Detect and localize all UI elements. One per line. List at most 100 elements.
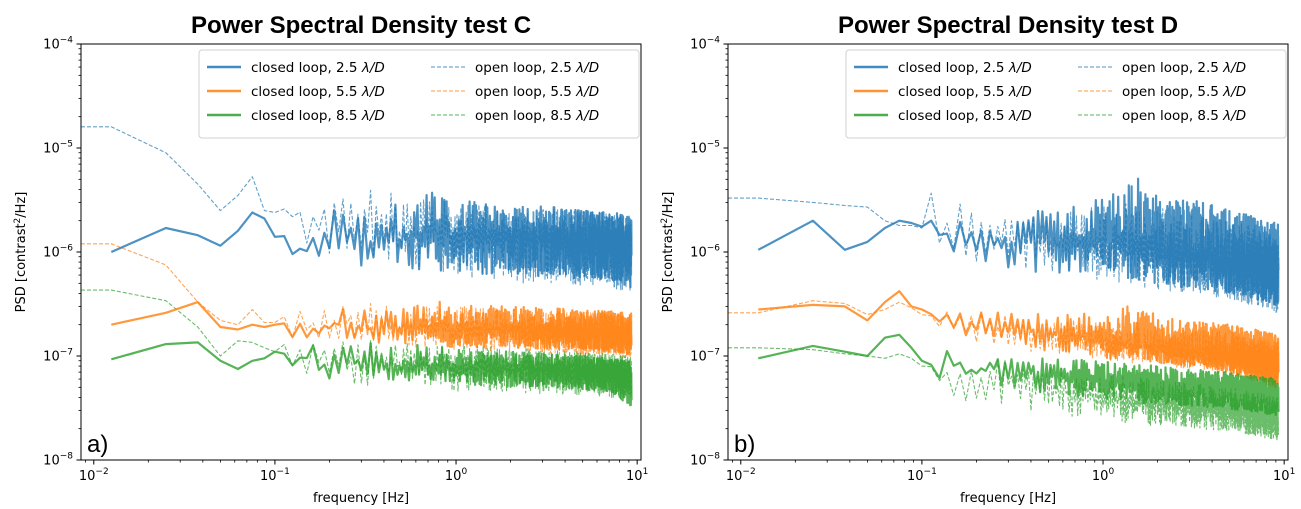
- y-tick-label: 10−6: [43, 244, 73, 261]
- x-tick-label-base: 10: [1092, 469, 1109, 484]
- y-axis-label-prefix: PSD [contrast: [661, 223, 676, 312]
- x-tick-label-exp: 0: [1108, 467, 1114, 477]
- y-axis-label-suffix: /Hz]: [661, 192, 676, 218]
- legend-entry-math: λ/D: [361, 84, 385, 100]
- x-tick-label-base: 10: [260, 469, 277, 484]
- legend-entry-text: open loop, 2.5: [1122, 60, 1223, 76]
- legend-entry-math: λ/D: [1222, 60, 1246, 76]
- legend-entry-label: closed loop, 5.5 λ/D: [251, 84, 385, 100]
- y-tick-label-exp: −5: [60, 140, 73, 150]
- y-tick-label: 10−8: [690, 452, 720, 469]
- y-tick-label-exp: −4: [60, 36, 74, 46]
- legend-entry-math: λ/D: [361, 108, 385, 124]
- y-tick-label: 10−8: [43, 452, 73, 469]
- x-tick-label: 101: [626, 467, 648, 484]
- legend: closed loop, 2.5 λ/Dclosed loop, 5.5 λ/D…: [846, 50, 1286, 138]
- legend-entry-label: closed loop, 2.5 λ/D: [251, 60, 385, 76]
- y-tick-label-exp: −8: [707, 452, 721, 462]
- x-tick-label-base: 10: [445, 469, 462, 484]
- legend-entry-text: closed loop, 5.5: [898, 84, 1009, 100]
- x-tick-label-exp: −2: [742, 467, 755, 477]
- legend-entry-label: open loop, 8.5 λ/D: [1122, 108, 1246, 124]
- y-axis-label: PSD [contrast2/Hz]: [13, 192, 29, 313]
- y-tick-label-base: 10: [690, 142, 707, 157]
- y-tick-label-exp: −7: [707, 348, 720, 358]
- y-tick-label-base: 10: [690, 454, 707, 469]
- legend-entry-math: λ/D: [1222, 108, 1246, 124]
- x-tick-label: 100: [1092, 467, 1115, 484]
- y-tick-label-base: 10: [690, 350, 707, 365]
- x-axis-label: frequency [Hz]: [313, 491, 409, 506]
- x-tick-label-exp: −1: [277, 467, 290, 477]
- y-tick-label-exp: −4: [707, 36, 721, 46]
- x-tick-label: 101: [1273, 467, 1295, 484]
- legend-entry-label: closed loop, 5.5 λ/D: [898, 84, 1032, 100]
- legend-entry-math: λ/D: [575, 108, 599, 124]
- legend-entry-math: λ/D: [1222, 84, 1246, 100]
- legend-entry-math: λ/D: [1008, 60, 1032, 76]
- x-tick-label-exp: 1: [643, 467, 649, 477]
- panel-label: b): [734, 431, 755, 458]
- legend-entry-label: closed loop, 8.5 λ/D: [251, 108, 385, 124]
- legend-entry-text: closed loop, 2.5: [251, 60, 362, 76]
- legend-entry-text: closed loop, 8.5: [251, 108, 362, 124]
- y-tick-label-exp: −7: [60, 348, 73, 358]
- x-tick-label: 10−2: [726, 467, 756, 484]
- x-tick-label: 10−1: [260, 467, 290, 484]
- y-tick-label: 10−6: [690, 244, 720, 261]
- chart-panel-b: Power Spectral Density test D10−2 10−1 100…: [660, 12, 1295, 506]
- legend-entry-math: λ/D: [575, 84, 599, 100]
- y-axis-label: PSD [contrast2/Hz]: [660, 192, 676, 313]
- legend-entry-label: open loop, 2.5 λ/D: [1122, 60, 1246, 76]
- y-tick-label-exp: −6: [707, 244, 721, 254]
- x-tick-label-base: 10: [726, 469, 743, 484]
- y-tick-label-base: 10: [43, 246, 60, 261]
- x-tick-label-base: 10: [79, 469, 96, 484]
- legend-entry-text: open loop, 5.5: [1122, 84, 1223, 100]
- x-tick-label-base: 10: [1273, 469, 1290, 484]
- x-axis-label: frequency [Hz]: [960, 491, 1056, 506]
- y-tick-label-exp: −6: [60, 244, 74, 254]
- x-tick-label-exp: 0: [461, 467, 467, 477]
- legend-entry-label: closed loop, 2.5 λ/D: [898, 60, 1032, 76]
- legend-entry-text: open loop, 8.5: [1122, 108, 1223, 124]
- y-tick-label-base: 10: [43, 38, 60, 53]
- plot-area: [728, 179, 1279, 440]
- legend-entry-text: closed loop, 5.5: [251, 84, 362, 100]
- series-line-closed-2: [111, 342, 631, 405]
- y-tick-label-base: 10: [43, 350, 60, 365]
- x-tick-label-base: 10: [626, 469, 643, 484]
- y-tick-label-base: 10: [43, 142, 60, 157]
- chart-panel-a: Power Spectral Density test C10−2 10−1 100…: [13, 12, 648, 506]
- plot-area: [81, 127, 632, 406]
- y-tick-label-base: 10: [690, 246, 707, 261]
- y-tick-label: 10−4: [690, 36, 720, 53]
- legend-entry-text: closed loop, 2.5: [898, 60, 1009, 76]
- legend-entry-label: open loop, 5.5 λ/D: [1122, 84, 1246, 100]
- x-tick-label: 100: [445, 467, 468, 484]
- legend-entry-math: λ/D: [361, 60, 385, 76]
- legend-entry-label: open loop, 8.5 λ/D: [475, 108, 599, 124]
- y-tick-label: 10−4: [43, 36, 73, 53]
- x-tick-label-exp: 1: [1290, 467, 1296, 477]
- x-tick-label: 10−1: [907, 467, 937, 484]
- legend-entry-text: open loop, 5.5: [475, 84, 576, 100]
- y-tick-label: 10−5: [690, 140, 720, 157]
- legend-entry-label: closed loop, 8.5 λ/D: [898, 108, 1032, 124]
- x-tick-label-base: 10: [907, 469, 924, 484]
- legend-entry-text: closed loop, 8.5: [898, 108, 1009, 124]
- x-tick-label: 10−2: [79, 467, 109, 484]
- x-tick-label-exp: −2: [95, 467, 108, 477]
- y-tick-label-base: 10: [43, 454, 60, 469]
- legend-entry-label: open loop, 2.5 λ/D: [475, 60, 599, 76]
- x-tick-label-exp: −1: [924, 467, 937, 477]
- legend-entry-text: open loop, 8.5: [475, 108, 576, 124]
- legend-entry-math: λ/D: [1008, 84, 1032, 100]
- legend-entry-math: λ/D: [1008, 108, 1032, 124]
- chart-title: Power Spectral Density test C: [191, 12, 531, 39]
- legend-entry-math: λ/D: [575, 60, 599, 76]
- y-axis-label-prefix: PSD [contrast: [14, 223, 29, 312]
- legend-entry-text: open loop, 2.5: [475, 60, 576, 76]
